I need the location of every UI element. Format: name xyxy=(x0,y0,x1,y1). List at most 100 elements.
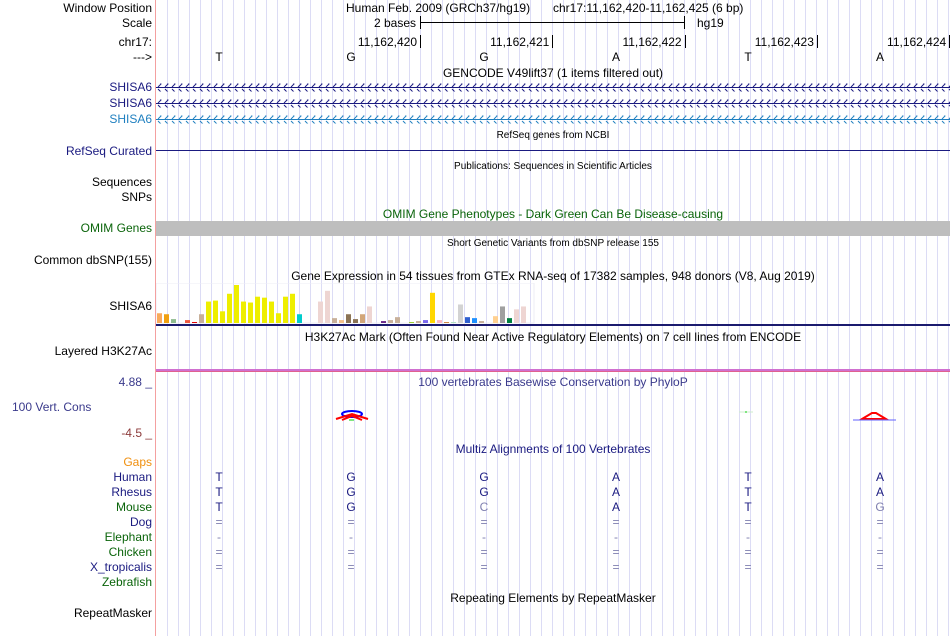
gtex-bar[interactable] xyxy=(199,314,204,323)
gtex-bar[interactable] xyxy=(227,293,232,323)
phylop-title[interactable]: 100 vertebrates Basewise Conservation by… xyxy=(418,375,688,389)
coordinate-tick xyxy=(552,35,553,48)
gtex-bar[interactable] xyxy=(269,301,274,323)
gtex-bar[interactable] xyxy=(388,320,393,323)
gtex-bar[interactable] xyxy=(381,321,386,323)
gene-label-shisa6[interactable]: SHISA6 xyxy=(109,96,152,110)
alignment-base: T xyxy=(215,485,223,499)
gtex-label[interactable]: SHISA6 xyxy=(109,299,152,313)
gtex-bar[interactable] xyxy=(164,314,169,323)
gtex-bar[interactable] xyxy=(430,292,435,323)
gtex-bar[interactable] xyxy=(192,322,197,323)
gencode-title[interactable]: GENCODE V49lift37 (1 items filtered out) xyxy=(442,66,664,80)
gtex-bar[interactable] xyxy=(367,306,372,323)
gtex-bar[interactable] xyxy=(479,321,484,323)
publications-title[interactable]: Publications: Sequences in Scientific Ar… xyxy=(454,161,652,172)
species-label-dog[interactable]: Dog xyxy=(129,515,152,529)
grid-line xyxy=(607,0,608,636)
grid-line xyxy=(475,0,476,636)
gtex-bar[interactable] xyxy=(325,290,330,323)
gtex-bar[interactable] xyxy=(262,297,267,323)
refseq-label[interactable]: RefSeq Curated xyxy=(65,144,152,158)
grid-line xyxy=(794,0,795,636)
publications-label-snps[interactable]: SNPs xyxy=(121,190,152,204)
grid-line xyxy=(574,0,575,636)
gtex-bar[interactable] xyxy=(465,317,470,323)
gtex-bar[interactable] xyxy=(500,306,505,323)
gtex-bar[interactable] xyxy=(297,314,302,323)
gene-models[interactable] xyxy=(156,80,950,128)
grid-line xyxy=(189,0,190,636)
refseq-gene-line[interactable] xyxy=(156,150,950,151)
species-label-elephant[interactable]: Elephant xyxy=(104,530,152,544)
gtex-bar[interactable] xyxy=(507,318,512,323)
gtex-bar[interactable] xyxy=(171,319,176,323)
gtex-bar[interactable] xyxy=(493,316,498,323)
gtex-bar[interactable] xyxy=(437,320,442,323)
gtex-bar[interactable] xyxy=(276,313,281,323)
alignment-base: = xyxy=(744,560,752,574)
gtex-bar[interactable] xyxy=(353,319,358,323)
gtex-bar[interactable] xyxy=(514,309,519,323)
alignment-base: = xyxy=(744,545,752,559)
gtex-bar[interactable] xyxy=(213,300,218,323)
alignment-base: = xyxy=(347,560,355,574)
species-label-chicken[interactable]: Chicken xyxy=(108,545,152,559)
species-label-rhesus[interactable]: Rhesus xyxy=(111,485,152,499)
omim-title[interactable]: OMIM Gene Phenotypes - Dark Green Can Be… xyxy=(382,207,724,221)
species-label-zebrafish[interactable]: Zebrafish xyxy=(101,575,152,589)
gtex-bar[interactable] xyxy=(451,322,456,323)
gtex-bar[interactable] xyxy=(409,322,414,323)
alignment-base: = xyxy=(612,560,620,574)
gtex-bar[interactable] xyxy=(241,301,246,323)
species-label-mouse[interactable]: Mouse xyxy=(115,500,152,514)
gtex-bar[interactable] xyxy=(248,302,253,323)
grid-line xyxy=(750,0,751,636)
dbsnp-title[interactable]: Short Genetic Variants from dbSNP releas… xyxy=(447,238,659,249)
gtex-bar[interactable] xyxy=(458,304,463,323)
grid-line xyxy=(420,0,421,636)
gtex-bar[interactable] xyxy=(318,301,323,323)
h3k27ac-title[interactable]: H3K27Ac Mark (Often Found Near Active Re… xyxy=(304,330,802,344)
gtex-bar[interactable] xyxy=(290,293,295,323)
gtex-bar[interactable] xyxy=(255,296,260,323)
gtex-bar-chart[interactable] xyxy=(156,283,950,327)
gene-label-shisa6[interactable]: SHISA6 xyxy=(109,80,152,94)
gtex-bar[interactable] xyxy=(220,311,225,323)
gtex-bar[interactable] xyxy=(423,320,428,323)
omim-gene-bar[interactable] xyxy=(156,221,950,236)
gtex-bar[interactable] xyxy=(346,314,351,323)
grid-line xyxy=(882,0,883,636)
multiz-title[interactable]: Multiz Alignments of 100 Vertebrates xyxy=(455,442,651,456)
refseq-title[interactable]: RefSeq genes from NCBI xyxy=(496,130,610,141)
gtex-bar[interactable] xyxy=(472,318,477,323)
gtex-bar[interactable] xyxy=(339,320,344,323)
dbsnp-label[interactable]: Common dbSNP(155) xyxy=(33,253,152,267)
species-label-x_tropicalis[interactable]: X_tropicalis xyxy=(89,560,152,574)
grid-line xyxy=(893,0,894,636)
publications-label-sequences[interactable]: Sequences xyxy=(91,175,152,189)
gtex-bar[interactable] xyxy=(234,285,239,323)
gtex-bar[interactable] xyxy=(521,306,526,323)
omim-label[interactable]: OMIM Genes xyxy=(80,221,152,235)
gtex-bar[interactable] xyxy=(444,322,449,323)
gtex-bar[interactable] xyxy=(360,314,365,323)
gtex-bar[interactable] xyxy=(206,301,211,323)
alignment-base: = xyxy=(215,515,223,529)
gtex-bar[interactable] xyxy=(157,313,162,323)
phylop-label[interactable]: 100 Vert. Cons xyxy=(12,400,92,414)
gtex-bar[interactable] xyxy=(185,320,190,323)
grid-line xyxy=(365,0,366,636)
gtex-bar[interactable] xyxy=(416,321,421,323)
alignment-base: - xyxy=(746,530,750,544)
repeatmasker-title[interactable]: Repeating Elements by RepeatMasker xyxy=(450,591,656,605)
gtex-title[interactable]: Gene Expression in 54 tissues from GTEx … xyxy=(291,269,815,283)
multiz-gaps-label[interactable]: Gaps xyxy=(123,455,152,469)
gene-label-shisa6[interactable]: SHISA6 xyxy=(109,112,152,126)
gtex-bar[interactable] xyxy=(332,318,337,323)
h3k27ac-label[interactable]: Layered H3K27Ac xyxy=(54,344,152,358)
species-label-human[interactable]: Human xyxy=(113,470,152,484)
gtex-bar[interactable] xyxy=(283,296,288,323)
repeatmasker-label[interactable]: RepeatMasker xyxy=(73,606,152,620)
gtex-bar[interactable] xyxy=(395,317,400,323)
